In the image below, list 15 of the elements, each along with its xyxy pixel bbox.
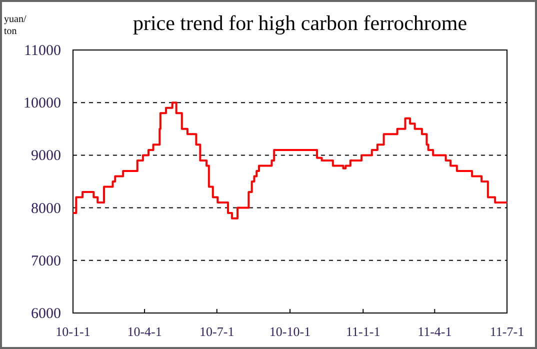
y-tick-label: 11000 (24, 43, 61, 59)
x-tick-label: 11-1-1 (346, 324, 380, 339)
x-tick-label: 10-7-1 (200, 324, 234, 339)
x-tick-label: 10-10-1 (269, 324, 311, 339)
x-tick-label: 11-7-1 (490, 324, 524, 339)
y-tick-label: 9000 (31, 148, 61, 164)
x-tick-label: 10-1-1 (56, 324, 90, 339)
chart-title: price trend for high carbon ferrochrome (132, 11, 468, 35)
y-tick-label: 6000 (31, 306, 61, 322)
x-tick-label: 11-4-1 (418, 324, 452, 339)
y-tick-label: 8000 (31, 200, 61, 217)
y-tick-label: 7000 (31, 253, 61, 270)
y-axis-title: yuan/ton (4, 14, 26, 37)
x-tick-label: 10-4-1 (127, 324, 162, 339)
y-tick-label: 10000 (24, 96, 61, 112)
